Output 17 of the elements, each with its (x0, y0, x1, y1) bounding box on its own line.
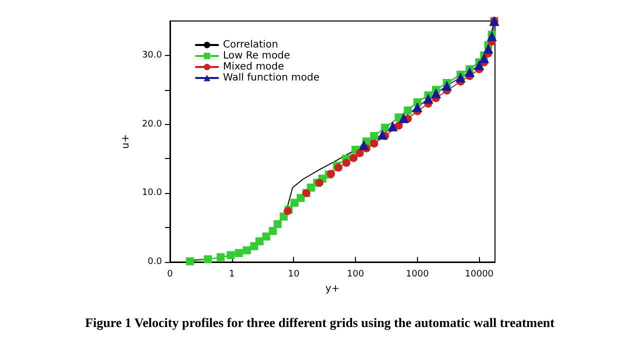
legend-label: Wall function mode (223, 72, 320, 84)
x-tick-label: 0 (167, 270, 174, 280)
y-axis-title: u+ (120, 134, 132, 149)
x-tick-label: 1 (228, 270, 235, 280)
x-tick-label: 10 (288, 270, 300, 280)
x-axis-title: y+ (325, 284, 340, 294)
y-tick-label: 30.0 (142, 50, 162, 60)
y-tick-label: 10.0 (142, 188, 162, 198)
caption: Figure 1 Velocity profiles for three different grids using the automatic wall treatment (85, 315, 556, 330)
legend-label: Low Re mode (223, 50, 290, 62)
legend-label: Mixed mode (223, 62, 284, 72)
y-tick-label: 0.0 (148, 257, 162, 267)
legend-label: Correlation (223, 40, 278, 50)
x-tick-label: 1000 (406, 270, 430, 280)
x-tick-label: 100 (346, 270, 364, 280)
x-tick-label: 10000 (464, 270, 494, 280)
y-tick-label: 20.0 (142, 119, 162, 130)
